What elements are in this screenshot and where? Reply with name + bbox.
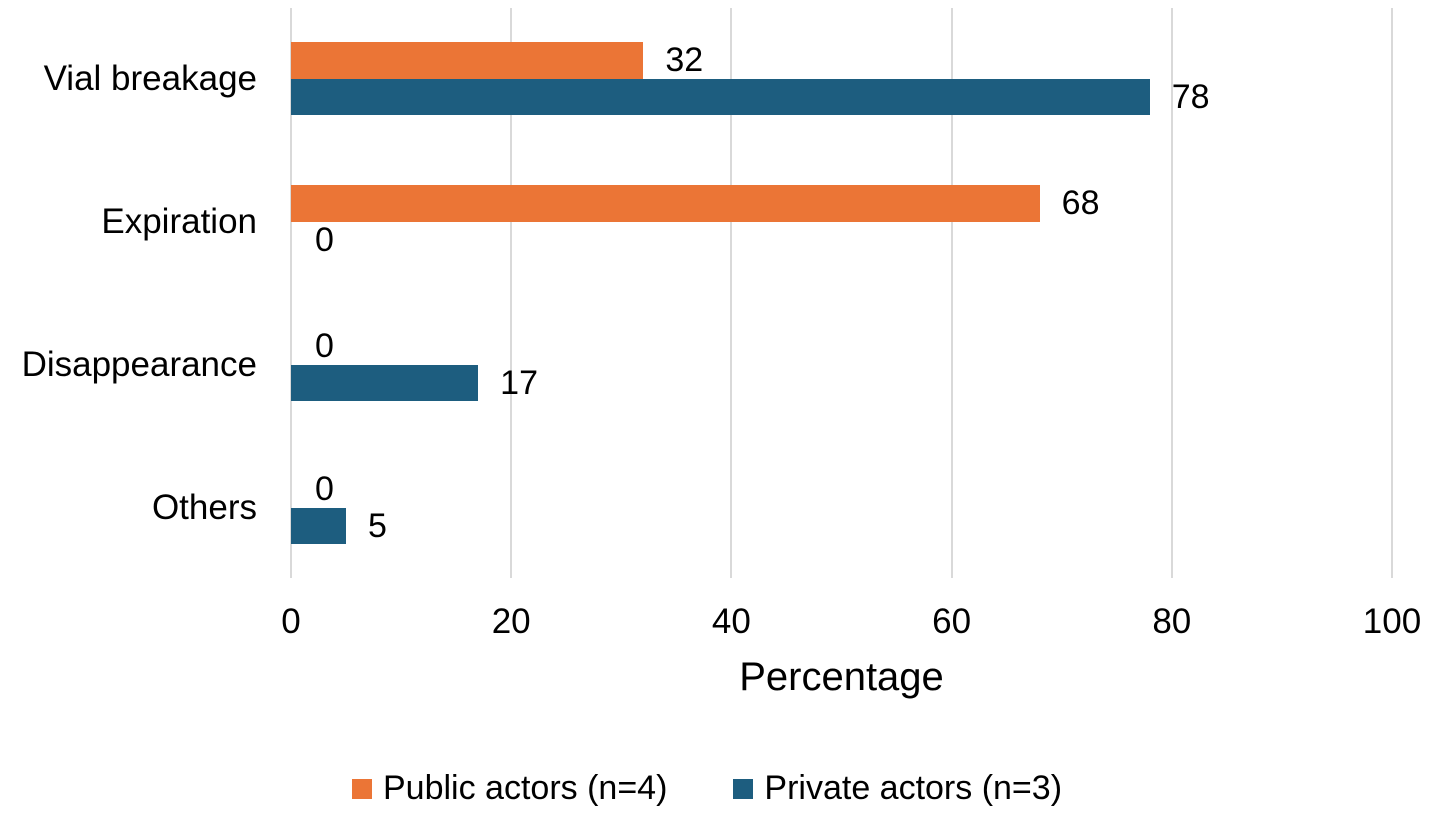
legend-item-public-actors: Public actors (n=4) [352,769,667,807]
category-label-vial-breakage: Vial breakage [43,59,257,98]
x-tick-label: 100 [1362,602,1422,641]
category-label-others: Others [151,488,257,527]
bar-value-label: 32 [665,41,704,79]
x-tick-label: 40 [711,602,751,641]
bar-private-actors [291,507,347,545]
legend-color-swatch-public [352,779,372,799]
bar-private-actors [291,78,1150,115]
x-tick-label: 80 [1152,602,1192,641]
bar-value-label: 0 [315,220,334,259]
gridline [290,8,292,578]
category-axis: Vial breakage Expiration Disappearance O… [0,0,257,578]
category-label-disappearance: Disappearance [21,345,257,384]
x-axis-title: Percentage [739,655,944,699]
bar-public-actors [291,185,1040,222]
gridline [510,8,513,578]
x-axis: 0 20 40 60 80 100 [281,602,1421,641]
bar-value-label: 5 [368,506,387,545]
gridline [730,8,733,578]
legend-label-private-actors: Private actors (n=3) [764,769,1063,807]
x-tick-label: 20 [491,602,531,641]
gridline [950,8,953,578]
bar-private-actors [291,364,479,402]
bar-value-label: 78 [1171,77,1210,116]
legend-color-swatch-private [733,779,754,799]
bar-public-actors [291,42,644,79]
gridline [1170,8,1173,578]
bar-value-label: 17 [500,363,538,402]
gridline [1391,8,1393,578]
x-tick-label: 60 [932,602,972,641]
legend: Public actors (n=4) Private actors (n=3) [352,769,1062,807]
legend-label-public-actors: Public actors (n=4) [383,769,668,807]
category-label-expiration: Expiration [101,202,257,241]
plot-area: 32 78 68 0 0 17 0 5 [290,8,1393,578]
bar-value-label: 0 [315,327,334,366]
bar-value-label: 0 [315,470,334,509]
legend-item-private-actors: Private actors (n=3) [733,769,1062,807]
bar-value-label: 68 [1061,184,1100,223]
x-tick-label: 0 [281,602,301,641]
